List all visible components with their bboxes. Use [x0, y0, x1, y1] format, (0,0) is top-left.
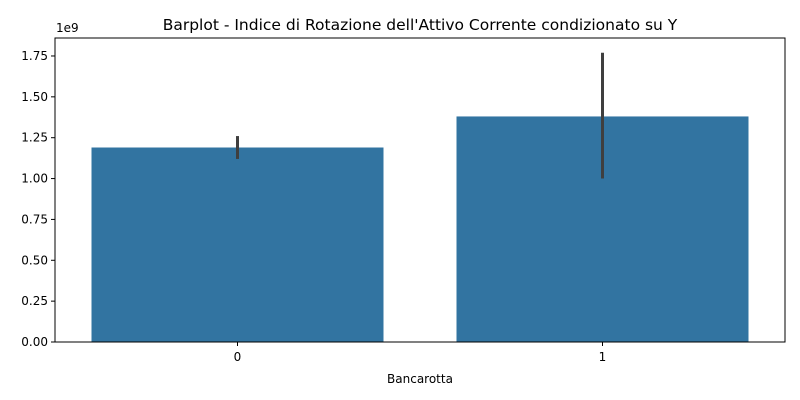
y-tick-label: 0.50 — [21, 253, 48, 267]
y-tick-label: 1.25 — [21, 131, 48, 145]
x-axis-label: Bancarotta — [387, 372, 453, 386]
y-tick-label: 1.50 — [21, 90, 48, 104]
bar-0 — [91, 147, 384, 342]
y-axis-multiplier: 1e9 — [56, 21, 79, 35]
y-tick-label: 1.75 — [21, 49, 48, 63]
chart-title: Barplot - Indice di Rotazione dell'Attiv… — [163, 16, 678, 34]
x-tick-label: 0 — [234, 350, 242, 364]
x-tick-label: 1 — [599, 350, 607, 364]
y-tick-label: 0.00 — [21, 335, 48, 349]
plot-area: 0.00 0.25 0.50 0.75 1.00 1.25 1.50 1.75 0 1 — [21, 37, 786, 364]
y-tick-label: 0.25 — [21, 294, 48, 308]
y-tick-label: 1.00 — [21, 172, 48, 186]
y-tick-label: 0.75 — [21, 212, 48, 226]
axes-frame — [54, 37, 786, 343]
